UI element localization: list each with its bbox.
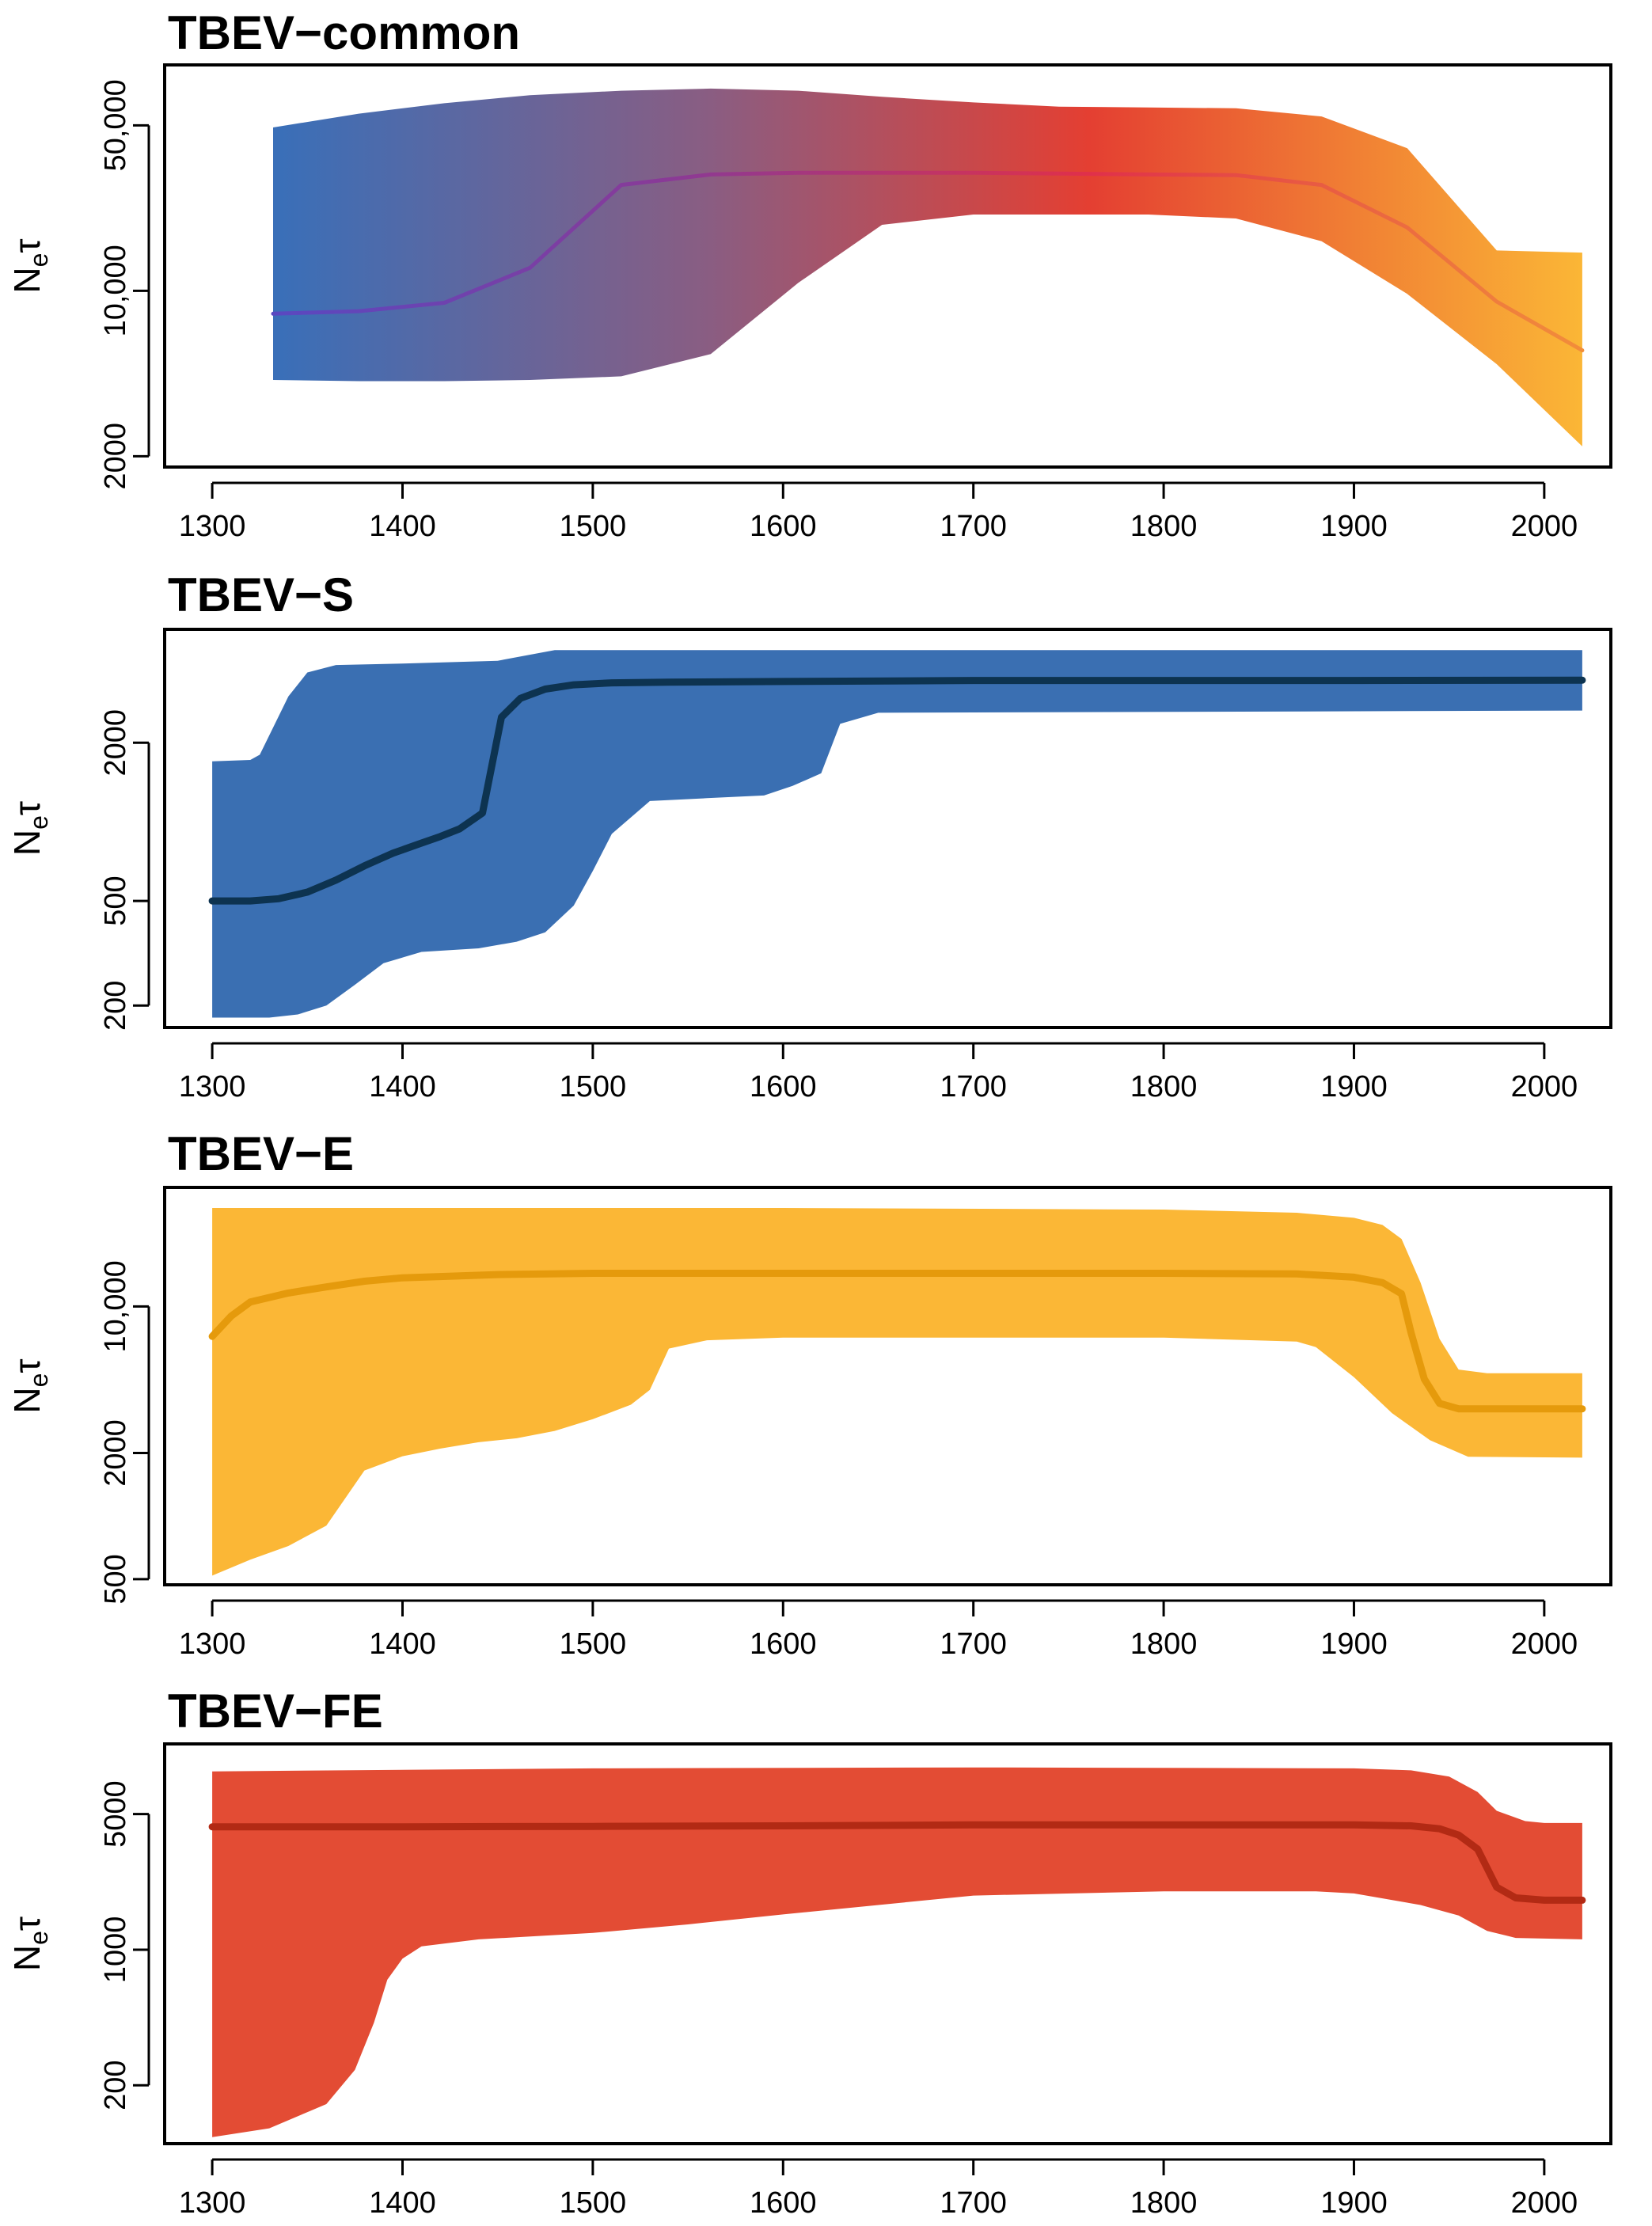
x-tick-label: 1300 bbox=[179, 1628, 246, 1661]
confidence-band-tbev-e bbox=[212, 1208, 1582, 1576]
y-axis-label-tbev-common: Neτ bbox=[6, 238, 53, 293]
y-axis-tbev-s: 200 500 2000 bbox=[99, 709, 150, 1031]
panel-tbev-fe: TBEV−FE 1300 1400 1500 1600 1700 1800 1900 2000 2… bbox=[6, 1685, 1612, 2220]
x-tick-label: 1300 bbox=[179, 510, 246, 543]
y-axis-tbev-common: 2000 10,000 50,000 bbox=[99, 79, 150, 490]
x-tick-label: 1800 bbox=[1130, 2186, 1198, 2220]
x-tick-label: 1400 bbox=[369, 510, 436, 543]
y-tick-label: 50,000 bbox=[99, 79, 132, 171]
x-tick-label: 1700 bbox=[940, 2186, 1007, 2220]
y-tick-label: 1000 bbox=[99, 1916, 132, 1984]
x-tick-label: 1600 bbox=[750, 2186, 817, 2220]
y-tick-label: 2000 bbox=[99, 423, 132, 490]
median-line-tbev-common bbox=[271, 170, 1585, 353]
y-axis-label-tbev-e: Neτ bbox=[6, 1358, 53, 1413]
y-axis-tbev-e: 500 2000 10,000 bbox=[99, 1260, 150, 1605]
chart-title-tbev-common: TBEV−common bbox=[168, 6, 520, 59]
y-tick-label: 5000 bbox=[99, 1780, 132, 1848]
x-tick-label: 2000 bbox=[1511, 2186, 1578, 2220]
x-tick-label: 2000 bbox=[1511, 1628, 1578, 1661]
x-tick-label: 1700 bbox=[940, 510, 1007, 543]
chart-title-tbev-fe: TBEV−FE bbox=[168, 1685, 383, 1738]
x-axis-tbev-fe: 1300 1400 1500 1600 1700 1800 1900 2000 bbox=[179, 2158, 1578, 2220]
x-tick-label: 1400 bbox=[369, 1628, 436, 1661]
median-line-tbev-e bbox=[208, 1270, 1586, 1413]
y-tick-label: 500 bbox=[99, 1554, 132, 1604]
x-tick-label: 1500 bbox=[560, 1070, 627, 1104]
x-tick-label: 2000 bbox=[1511, 1070, 1578, 1104]
y-tick-label: 500 bbox=[99, 876, 132, 925]
confidence-band-tbev-common bbox=[273, 88, 1582, 446]
y-axis-tbev-fe: 200 1000 5000 bbox=[99, 1780, 150, 2110]
x-tick-label: 1400 bbox=[369, 2186, 436, 2220]
x-axis-tbev-s: 1300 1400 1500 1600 1700 1800 1900 2000 bbox=[179, 1042, 1578, 1104]
x-tick-label: 1600 bbox=[750, 510, 817, 543]
chart-title-tbev-s: TBEV−S bbox=[168, 568, 354, 621]
x-tick-label: 1900 bbox=[1320, 510, 1388, 543]
x-tick-label: 1800 bbox=[1130, 1070, 1198, 1104]
plot-frame-tbev-common bbox=[163, 63, 1612, 469]
x-tick-label: 1600 bbox=[750, 1628, 817, 1661]
x-tick-label: 1800 bbox=[1130, 510, 1198, 543]
y-tick-label: 200 bbox=[99, 981, 132, 1031]
x-tick-label: 1300 bbox=[179, 1070, 246, 1104]
x-tick-label: 2000 bbox=[1511, 510, 1578, 543]
plot-frame-tbev-fe bbox=[163, 1742, 1612, 2145]
y-tick-label: 2000 bbox=[99, 709, 132, 777]
x-tick-label: 1500 bbox=[560, 510, 627, 543]
x-axis-tbev-common: 1300 1400 1500 1600 1700 1800 1900 2000 bbox=[179, 481, 1578, 543]
median-line-tbev-fe bbox=[208, 1821, 1586, 1904]
y-tick-label: 10,000 bbox=[99, 245, 132, 336]
y-tick-label: 200 bbox=[99, 2060, 132, 2110]
x-axis-tbev-e: 1300 1400 1500 1600 1700 1800 1900 2000 bbox=[179, 1599, 1578, 1661]
chart-title-tbev-e: TBEV−E bbox=[168, 1127, 354, 1180]
panel-tbev-common: TBEV−common 1300 1400 1500 1600 1700 1800 1900 2… bbox=[6, 6, 1612, 543]
x-tick-label: 1900 bbox=[1320, 1628, 1388, 1661]
confidence-band-tbev-fe bbox=[212, 1767, 1582, 2137]
x-tick-label: 1800 bbox=[1130, 1628, 1198, 1661]
x-tick-label: 1900 bbox=[1320, 1070, 1388, 1104]
y-tick-label: 10,000 bbox=[99, 1260, 132, 1352]
confidence-band-tbev-s bbox=[212, 650, 1582, 1018]
plot-frame-tbev-e bbox=[163, 1186, 1612, 1586]
y-tick-label: 2000 bbox=[99, 1419, 132, 1487]
x-tick-label: 1300 bbox=[179, 2186, 246, 2220]
x-tick-label: 1400 bbox=[369, 1070, 436, 1104]
x-tick-label: 1700 bbox=[940, 1628, 1007, 1661]
x-tick-label: 1500 bbox=[560, 2186, 627, 2220]
x-tick-label: 1700 bbox=[940, 1070, 1007, 1104]
plot-frame-tbev-s bbox=[163, 628, 1612, 1029]
y-axis-label-tbev-fe: Neτ bbox=[6, 1916, 53, 1971]
x-tick-label: 1500 bbox=[560, 1628, 627, 1661]
x-tick-label: 1900 bbox=[1320, 2186, 1388, 2220]
y-axis-label-tbev-s: Neτ bbox=[6, 801, 53, 856]
median-line-tbev-s bbox=[208, 676, 1586, 905]
x-tick-label: 1600 bbox=[750, 1070, 817, 1104]
